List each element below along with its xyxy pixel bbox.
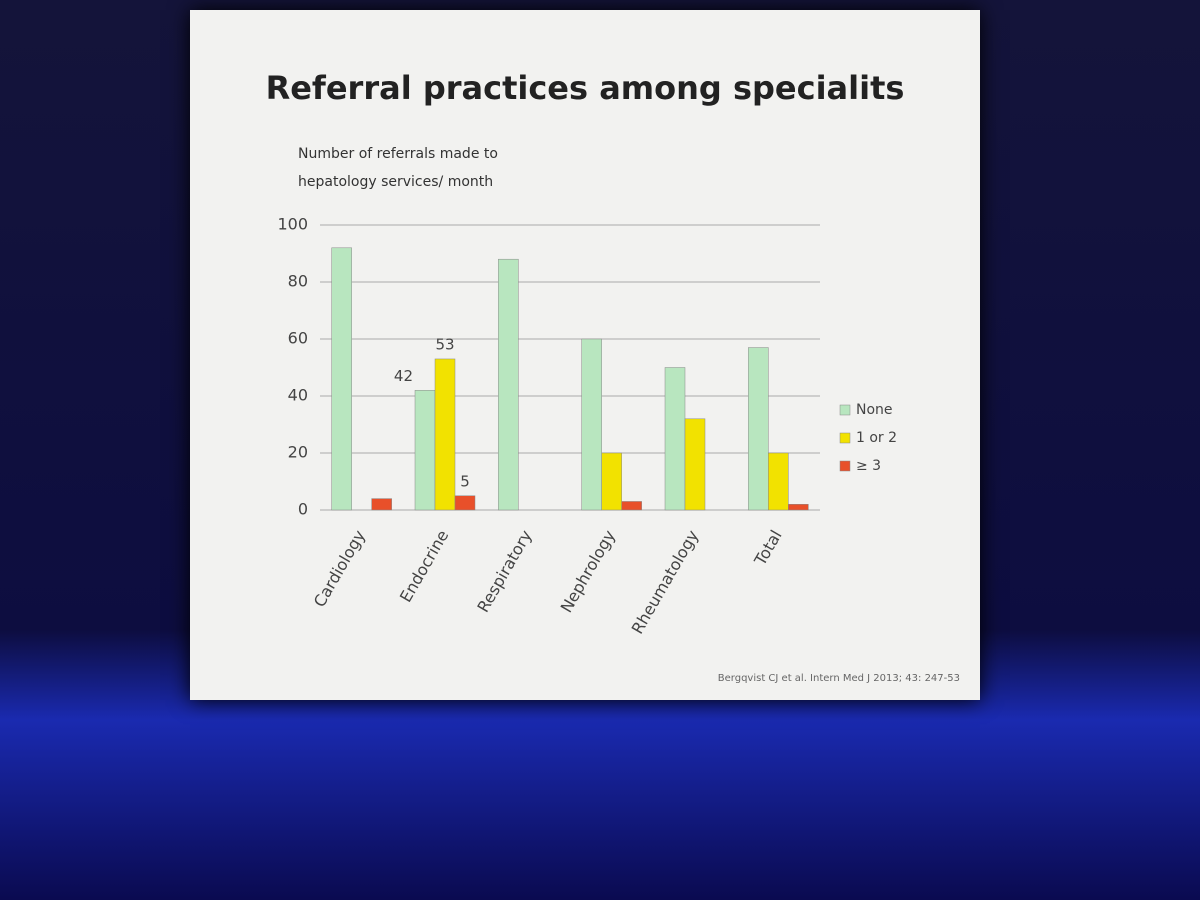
chart-title: Referral practices among specialits bbox=[266, 69, 905, 107]
bar bbox=[371, 498, 392, 511]
legend-label: ≥ 3 bbox=[856, 458, 881, 474]
x-tick-label: Total bbox=[750, 527, 786, 570]
y-tick-label: 100 bbox=[277, 215, 308, 234]
bar bbox=[454, 495, 476, 511]
y-tick-label: 20 bbox=[288, 443, 308, 462]
y-tick-label: 0 bbox=[298, 500, 308, 519]
slide: Number of referrals made to hepatology s… bbox=[190, 10, 980, 700]
data-label: 53 bbox=[435, 335, 454, 353]
legend-swatch bbox=[839, 404, 851, 416]
bar bbox=[498, 258, 519, 511]
y-tick-label: 40 bbox=[288, 386, 308, 405]
y-tick-label: 60 bbox=[288, 329, 308, 348]
bar bbox=[664, 367, 686, 511]
data-label: 42 bbox=[394, 367, 413, 385]
y-axis-label: Number of referrals made to hepatology s… bbox=[298, 146, 498, 190]
y-tick-label: 80 bbox=[288, 272, 308, 291]
bar bbox=[581, 338, 602, 511]
x-tick-label: Rheumatology bbox=[628, 527, 703, 637]
bar bbox=[434, 358, 456, 511]
bar bbox=[621, 501, 642, 511]
bar bbox=[414, 390, 436, 511]
bar bbox=[331, 247, 352, 511]
bar bbox=[748, 347, 769, 511]
bar bbox=[768, 452, 789, 511]
x-tick-label: Nephrology bbox=[557, 527, 619, 616]
source: Bergqvist CJ et al. Intern Med J 2013; 4… bbox=[718, 673, 960, 684]
legend-label: None bbox=[856, 402, 893, 418]
chart: Referral practices among specialits Berg… bbox=[266, 69, 960, 684]
legend-label: 1 or 2 bbox=[856, 430, 897, 446]
x-tick-label: Cardiology bbox=[310, 527, 369, 611]
bar bbox=[788, 504, 809, 511]
legend-swatch bbox=[839, 460, 851, 472]
x-tick-label: Endocrine bbox=[396, 527, 452, 606]
bar bbox=[601, 452, 622, 511]
data-label: 5 bbox=[460, 472, 470, 490]
x-tick-label: Respiratory bbox=[473, 527, 535, 616]
bar bbox=[684, 418, 706, 511]
legend-swatch bbox=[839, 432, 851, 444]
